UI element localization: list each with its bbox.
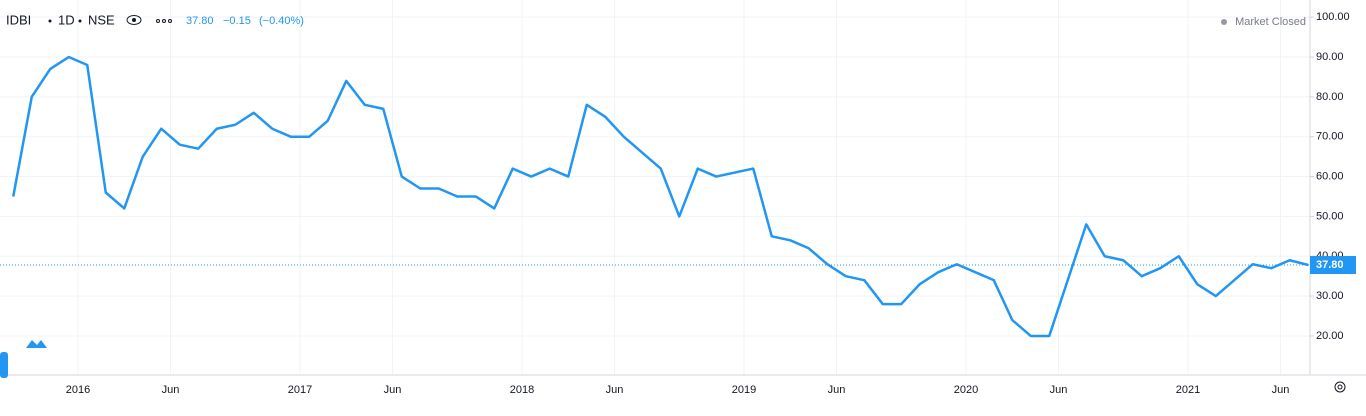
y-tick-label: 20.00 <box>1316 330 1344 342</box>
market-status: Market Closed <box>1235 16 1306 28</box>
logo[interactable] <box>26 340 47 348</box>
x-tick-label: Jun <box>606 384 624 396</box>
y-tick-label: 70.00 <box>1316 131 1344 143</box>
exchange[interactable]: NSE <box>88 12 115 27</box>
y-tick-label: 30.00 <box>1316 290 1344 302</box>
x-tick-label: Jun <box>1272 384 1290 396</box>
separator <box>48 19 52 23</box>
y-tick-label: 80.00 <box>1316 91 1344 103</box>
x-tick-label: 2019 <box>732 384 756 396</box>
separator <box>78 19 82 23</box>
eye-icon[interactable] <box>126 15 142 25</box>
last-price-label: 37.80 <box>1316 259 1344 271</box>
x-tick-label: Jun <box>1050 384 1068 396</box>
change-pct: (−0.40%) <box>259 15 304 27</box>
last-price-badge <box>1310 256 1356 275</box>
symbol[interactable]: IDBI <box>6 12 31 27</box>
settings-icon[interactable] <box>1334 381 1346 393</box>
change: −0.15 <box>223 15 251 27</box>
x-tick-label: 2020 <box>954 384 978 396</box>
grid <box>0 0 1310 375</box>
more-icon[interactable] <box>156 19 172 23</box>
interval[interactable]: 1D <box>58 12 75 27</box>
x-tick-label: 2021 <box>1176 384 1200 396</box>
last-price-header: 37.80 <box>186 15 214 27</box>
x-tick-label: Jun <box>384 384 402 396</box>
x-tick-label: 2016 <box>66 384 90 396</box>
x-tick-label: Jun <box>162 384 180 396</box>
status-dot <box>1221 19 1227 25</box>
side-tab[interactable] <box>0 352 8 378</box>
y-tick-label: 50.00 <box>1316 210 1344 222</box>
price-line <box>12 55 1309 338</box>
x-tick-label: 2018 <box>510 384 534 396</box>
y-tick-label: 90.00 <box>1316 51 1344 63</box>
x-tick-label: 2017 <box>288 384 312 396</box>
y-tick-label: 100.00 <box>1316 11 1350 23</box>
x-tick-label: Jun <box>828 384 846 396</box>
y-tick-label: 60.00 <box>1316 170 1344 182</box>
